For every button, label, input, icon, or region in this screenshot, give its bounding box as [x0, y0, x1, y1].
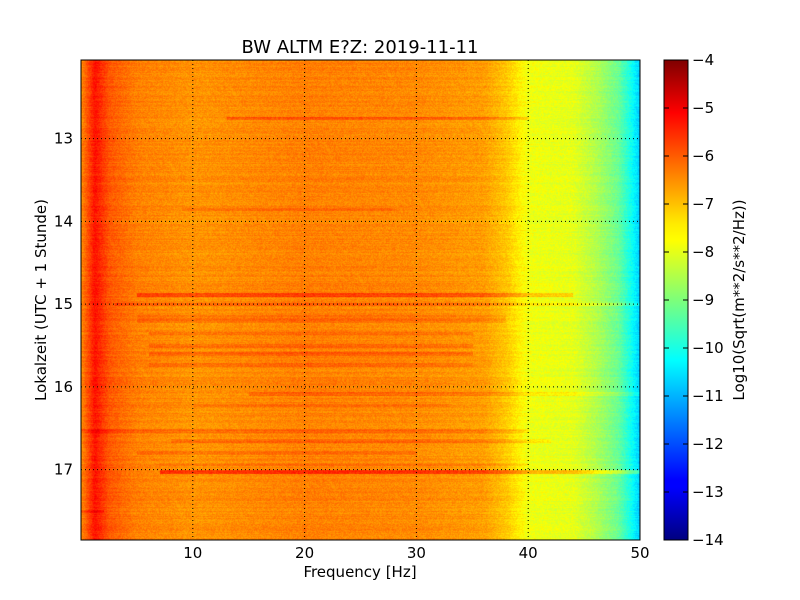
x-axis-label: Frequency [Hz] [303, 563, 416, 581]
colorbar-tick-label: −9 [692, 291, 714, 309]
x-tick-label: 20 [295, 544, 314, 562]
grid-lines [81, 60, 640, 540]
colorbar-tick-label: −7 [692, 195, 714, 213]
x-tick-label: 30 [407, 544, 426, 562]
colorbar-tick-label: −4 [692, 51, 714, 69]
colorbar-tick-label: −14 [692, 531, 724, 549]
y-tick-label: 17 [54, 461, 73, 479]
colorbar-tick-label: −8 [692, 243, 714, 261]
colorbar-tick-label: −11 [692, 387, 724, 405]
y-axis-label: Lokalzeit (UTC + 1 Stunde) [32, 199, 50, 401]
y-tick-label: 14 [54, 212, 73, 230]
x-tick-label: 40 [519, 544, 538, 562]
colorbar-tick-label: −10 [692, 339, 724, 357]
x-tick-label: 10 [183, 544, 202, 562]
plot-area [81, 60, 640, 540]
colorbar-ticks: −4 −5 −6 −7 −8 −9 −10 −11 −12 −13 −14 [664, 51, 724, 549]
plot-frame [80, 59, 641, 541]
y-tick-label: 16 [54, 378, 73, 396]
colorbar-tick-label: −13 [692, 483, 724, 501]
colorbar-tick-label: −12 [692, 435, 724, 453]
chart-title: BW ALTM E?Z: 2019-11-11 [242, 37, 479, 58]
colorbar-tick-label: −5 [692, 99, 714, 117]
spectrogram-heatmap [81, 60, 640, 540]
x-tick-label: 50 [630, 544, 649, 562]
y-tick-label: 15 [54, 295, 73, 313]
y-tick-label: 13 [54, 130, 73, 148]
colorbar-label: Log10(Sqrt(m**2/s**2/Hz)) [730, 199, 748, 400]
colorbar-tick-label: −6 [692, 147, 714, 165]
